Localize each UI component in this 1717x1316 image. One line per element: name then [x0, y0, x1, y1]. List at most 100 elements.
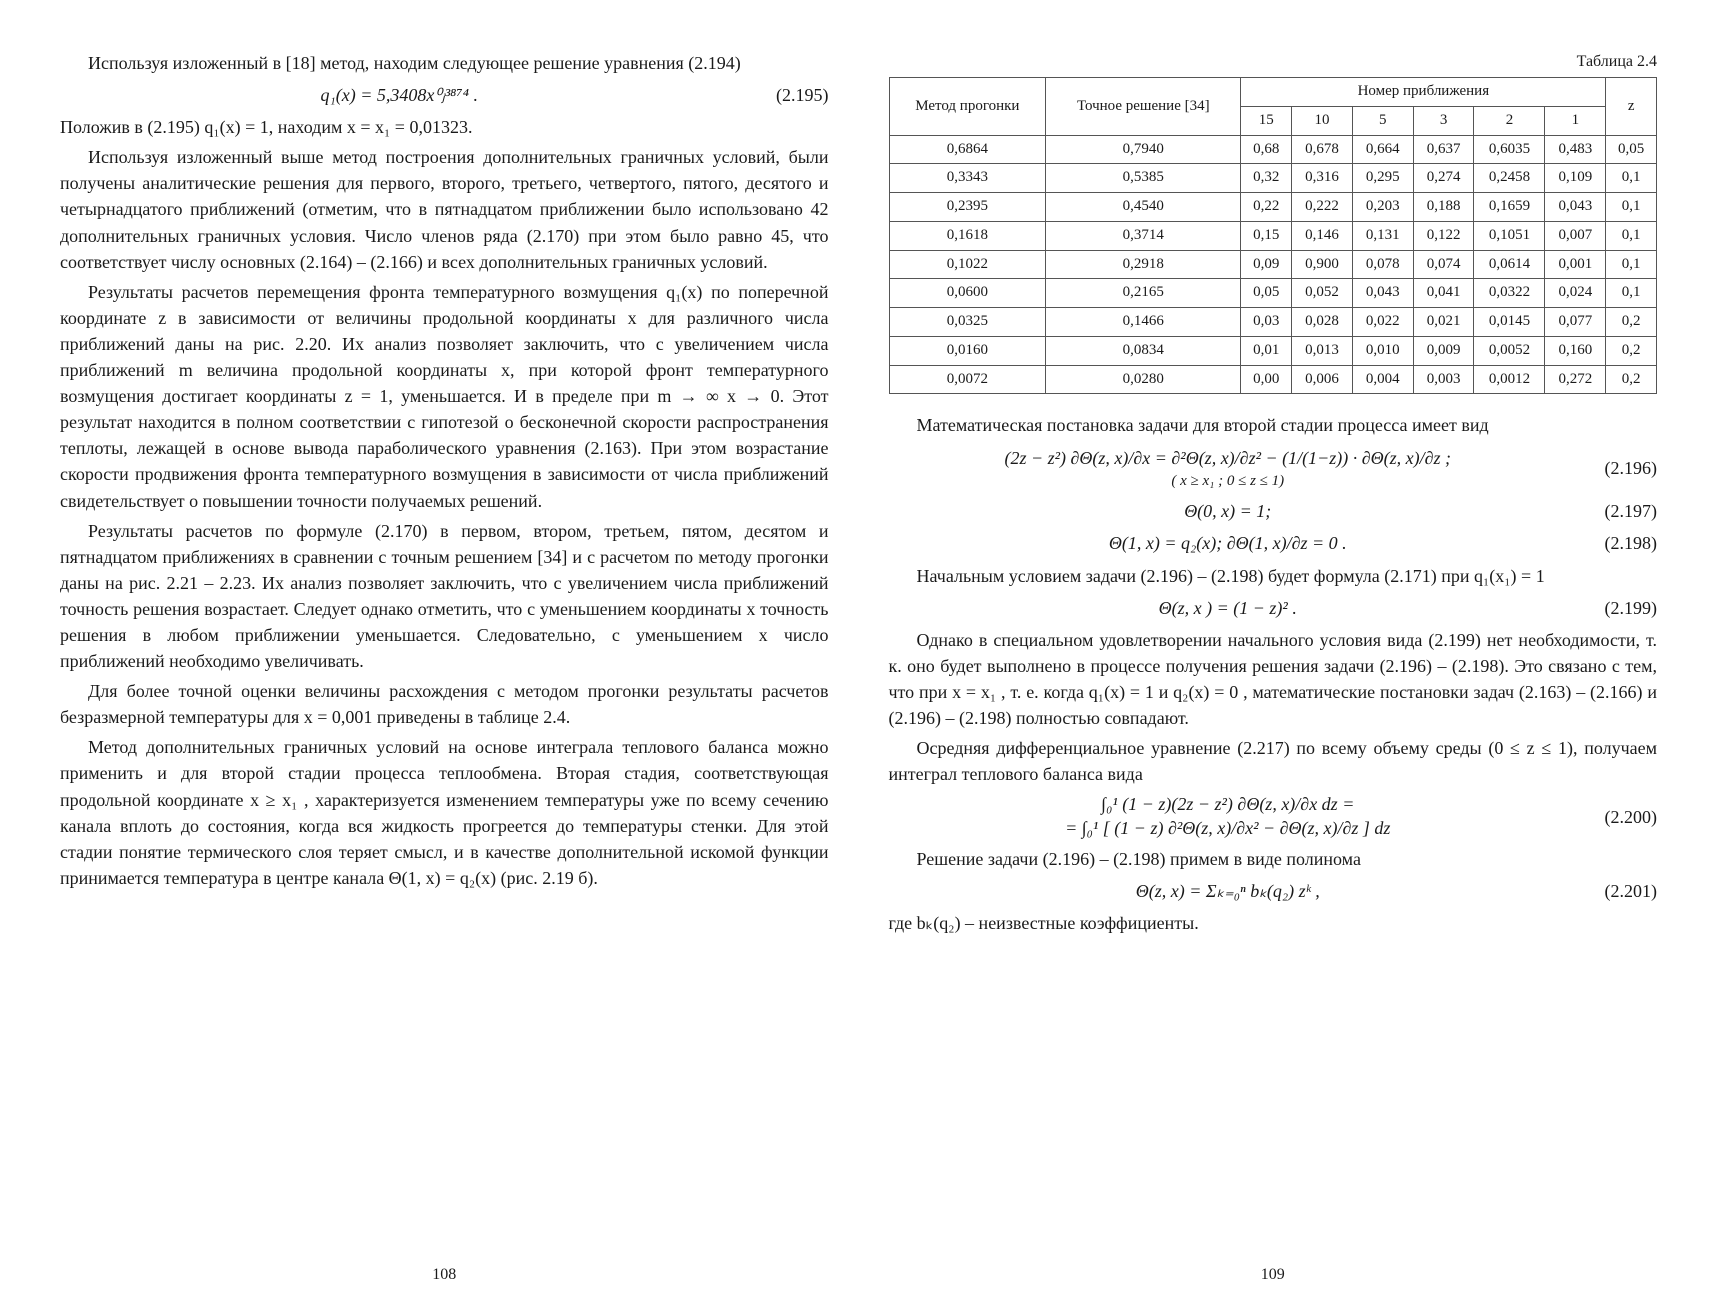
table-cell: 0,109 — [1545, 164, 1606, 193]
page-left: Используя изложенный в [18] метод, наход… — [60, 50, 829, 1276]
table-cell: 0,007 — [1545, 221, 1606, 250]
th-approx-n: 3 — [1413, 106, 1474, 135]
eq-expr: ∫₀¹ (1 − z)(2z − z²) ∂Θ(z, x)/∂x dz = = … — [889, 793, 1568, 840]
table-cell: 0,010 — [1352, 336, 1413, 365]
table-cell: 0,0614 — [1474, 250, 1545, 279]
table-cell: 0,2458 — [1474, 164, 1545, 193]
eq-number: (2.199) — [1567, 595, 1657, 621]
equation-2-195: q₁(x) = 5,3408x⁰ⱼ³⁸⁷⁴ . (2.195) — [60, 82, 829, 108]
table-cell: 0,1466 — [1046, 308, 1241, 337]
th-approx-n: 5 — [1352, 106, 1413, 135]
table-cell: 0,0072 — [889, 365, 1046, 394]
page-number-left: 108 — [60, 1263, 829, 1286]
table-cell: 0,3343 — [889, 164, 1046, 193]
table-cell: 0,0012 — [1474, 365, 1545, 394]
table-cell: 0,316 — [1292, 164, 1353, 193]
table-cell: 0,004 — [1352, 365, 1413, 394]
table-cell: 0,2918 — [1046, 250, 1241, 279]
eq-cond: ( x ≥ x₁ ; 0 ≤ z ≤ 1) — [889, 471, 1568, 493]
table-row: 0,33430,53850,320,3160,2950,2740,24580,1… — [889, 164, 1657, 193]
table-cell: 0,021 — [1413, 308, 1474, 337]
table-cell: 0,5385 — [1046, 164, 1241, 193]
table-cell: 0,043 — [1545, 193, 1606, 222]
table-cell: 0,2165 — [1046, 279, 1241, 308]
table-cell: 0,188 — [1413, 193, 1474, 222]
table-cell: 0,0145 — [1474, 308, 1545, 337]
table-cell: 0,122 — [1413, 221, 1474, 250]
th-approx-n: 2 — [1474, 106, 1545, 135]
table-cell: 0,131 — [1352, 221, 1413, 250]
table-cell: 0,013 — [1292, 336, 1353, 365]
table-cell: 0,203 — [1352, 193, 1413, 222]
table-cell: 0,003 — [1413, 365, 1474, 394]
table-caption: Таблица 2.4 — [889, 50, 1658, 73]
table-cell: 0,483 — [1545, 135, 1606, 164]
table-cell: 0,022 — [1352, 308, 1413, 337]
table-cell: 0,1051 — [1474, 221, 1545, 250]
table-cell: 0,052 — [1292, 279, 1353, 308]
table-cell: 0,272 — [1545, 365, 1606, 394]
table-cell: 0,024 — [1545, 279, 1606, 308]
table-cell: 0,7940 — [1046, 135, 1241, 164]
table-cell: 0,0052 — [1474, 336, 1545, 365]
th-approx: Номер приближения — [1241, 78, 1606, 107]
eq-number: (2.196) — [1567, 455, 1657, 481]
th-sweep: Метод прогонки — [889, 78, 1046, 136]
table-cell: 0,1 — [1606, 164, 1657, 193]
book-spread: Используя изложенный в [18] метод, наход… — [0, 0, 1717, 1316]
table-body: 0,68640,79400,680,6780,6640,6370,60350,4… — [889, 135, 1657, 394]
table-cell: 0,1 — [1606, 221, 1657, 250]
eq-expr: q₁(x) = 5,3408x⁰ⱼ³⁸⁷⁴ . — [60, 82, 739, 108]
table-cell: 0,295 — [1352, 164, 1413, 193]
table-cell: 0,6864 — [889, 135, 1046, 164]
equation-2-201: Θ(z, x) = Σₖ₌₀ⁿ bₖ(q₂) zᵏ , (2.201) — [889, 878, 1658, 904]
page-number-right: 109 — [889, 1263, 1658, 1286]
table-cell: 0,2 — [1606, 365, 1657, 394]
para: Используя изложенный в [18] метод, наход… — [60, 50, 829, 76]
table-cell: 0,041 — [1413, 279, 1474, 308]
table-cell: 0,2395 — [889, 193, 1046, 222]
para: Для более точной оценки величины расхожд… — [60, 678, 829, 730]
eq-main: (2z − z²) ∂Θ(z, x)/∂x = ∂²Θ(z, x)/∂z² − … — [889, 445, 1568, 471]
table-cell: 0,2 — [1606, 308, 1657, 337]
table-cell: 0,2 — [1606, 336, 1657, 365]
eq-number: (2.198) — [1567, 530, 1657, 556]
eq-expr: Θ(1, x) = q₂(x); ∂Θ(1, x)/∂z = 0 . — [889, 530, 1568, 556]
table-2-4: Метод прогонки Точное решение [34] Номер… — [889, 77, 1658, 394]
table-cell: 0,028 — [1292, 308, 1353, 337]
table-cell: 0,1 — [1606, 193, 1657, 222]
table-cell: 0,900 — [1292, 250, 1353, 279]
equation-2-196: (2z − z²) ∂Θ(z, x)/∂x = ∂²Θ(z, x)/∂z² − … — [889, 445, 1658, 493]
eq-expr: Θ(z, x ) = (1 − z)² . — [889, 595, 1568, 621]
para: Однако в специальном удовлетворении нача… — [889, 627, 1658, 731]
table-cell: 0,274 — [1413, 164, 1474, 193]
table-cell: 0,1022 — [889, 250, 1046, 279]
table-cell: 0,043 — [1352, 279, 1413, 308]
table-cell: 0,15 — [1241, 221, 1292, 250]
eq-number: (2.197) — [1567, 498, 1657, 524]
table-cell: 0,146 — [1292, 221, 1353, 250]
eq-expr: Θ(0, x) = 1; — [889, 498, 1568, 524]
table-row: 0,68640,79400,680,6780,6640,6370,60350,4… — [889, 135, 1657, 164]
table-cell: 0,05 — [1606, 135, 1657, 164]
para: Положив в (2.195) q₁(x) = 1, находим x =… — [60, 114, 829, 140]
para: Начальным условием задачи (2.196) – (2.1… — [889, 563, 1658, 589]
table-cell: 0,637 — [1413, 135, 1474, 164]
para: Решение задачи (2.196) – (2.198) примем … — [889, 846, 1658, 872]
th-z: z — [1606, 78, 1657, 136]
th-approx-n: 10 — [1292, 106, 1353, 135]
eq-number: (2.195) — [739, 82, 829, 108]
table-cell: 0,678 — [1292, 135, 1353, 164]
table-row: 0,01600,08340,010,0130,0100,0090,00520,1… — [889, 336, 1657, 365]
table-cell: 0,3714 — [1046, 221, 1241, 250]
table-cell: 0,0160 — [889, 336, 1046, 365]
table-row: 0,03250,14660,030,0280,0220,0210,01450,0… — [889, 308, 1657, 337]
table-cell: 0,0280 — [1046, 365, 1241, 394]
table-row: 0,16180,37140,150,1460,1310,1220,10510,0… — [889, 221, 1657, 250]
table-cell: 0,664 — [1352, 135, 1413, 164]
table-cell: 0,077 — [1545, 308, 1606, 337]
equation-2-197: Θ(0, x) = 1; (2.197) — [889, 498, 1658, 524]
equation-2-198: Θ(1, x) = q₂(x); ∂Θ(1, x)/∂z = 0 . (2.19… — [889, 530, 1658, 556]
table-cell: 0,0834 — [1046, 336, 1241, 365]
table-cell: 0,1 — [1606, 250, 1657, 279]
